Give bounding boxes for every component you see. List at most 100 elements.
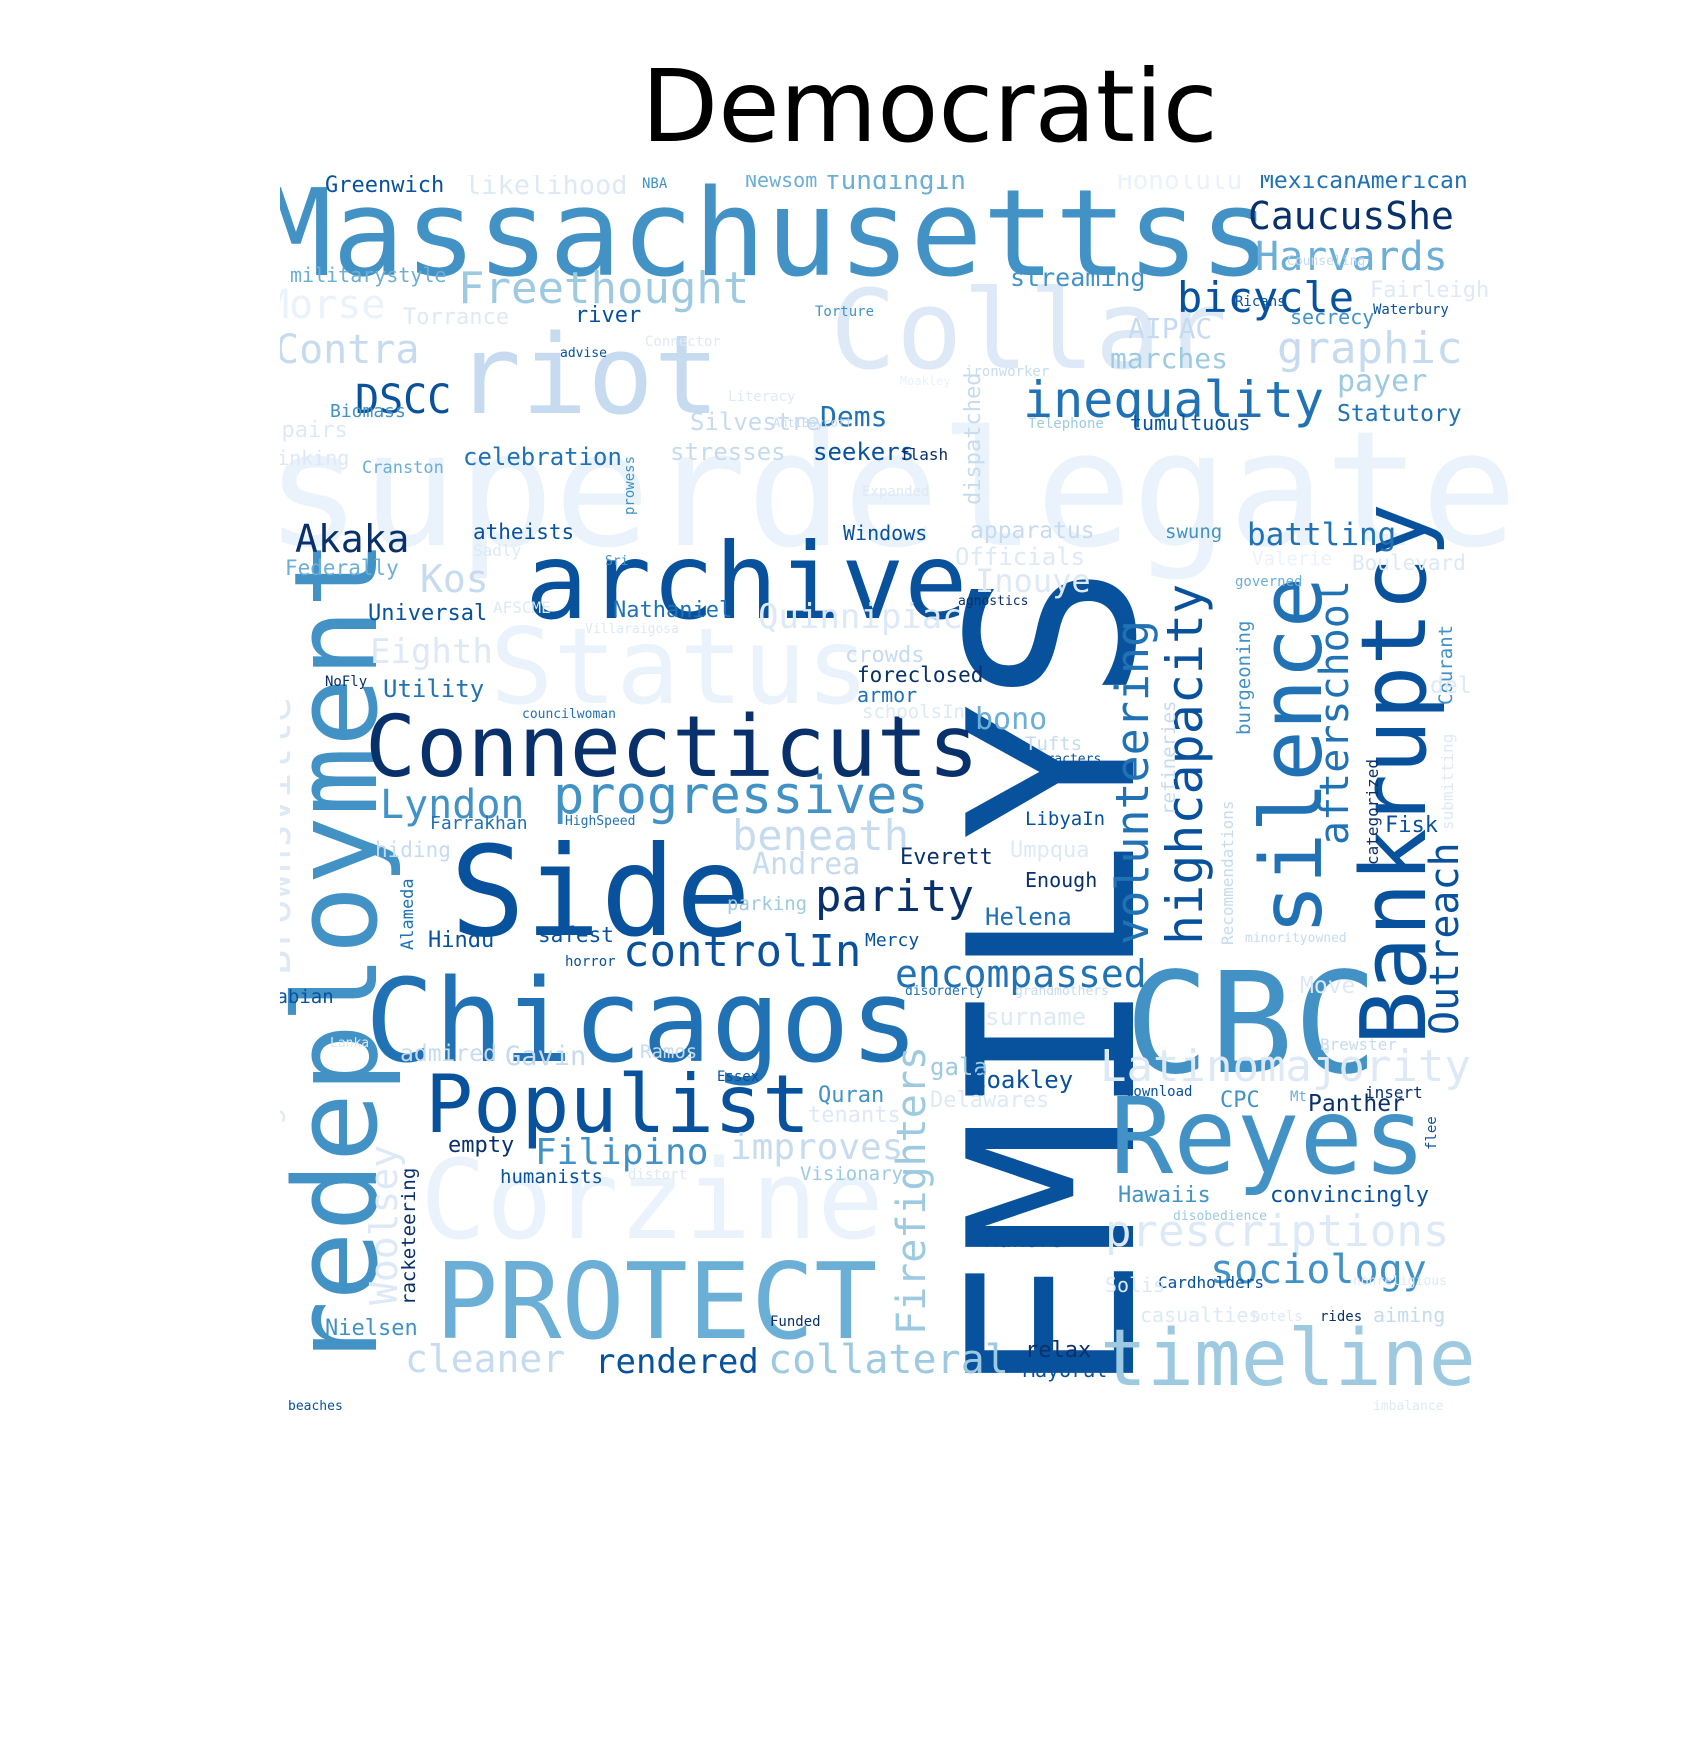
word: Hawaiis: [1118, 1183, 1211, 1208]
word: aiming: [1373, 1303, 1446, 1327]
word: Fairleigh: [1370, 278, 1490, 303]
word: Nathaniel: [613, 598, 733, 623]
word: river: [575, 303, 642, 328]
word: disorderly: [905, 984, 984, 999]
word: Literacy: [728, 389, 796, 405]
word: Honolulu: [1117, 175, 1243, 196]
word: flee: [1424, 1116, 1440, 1150]
word: Mayoral: [1023, 1358, 1108, 1382]
word: inequality: [1023, 371, 1325, 429]
word: Universal: [368, 601, 488, 626]
word: Outreach: [1422, 842, 1468, 1035]
word: crowds: [845, 643, 925, 668]
word: hiding: [375, 838, 451, 862]
word: Connector: [645, 334, 721, 350]
word: empty: [448, 1133, 515, 1158]
word: superdelegate: [280, 396, 1518, 583]
word: Boulevard: [1352, 551, 1466, 575]
word: Move: [1300, 973, 1356, 999]
word: Quran: [818, 1083, 885, 1108]
word: convincingly: [1270, 1183, 1429, 1208]
word: casualties: [1140, 1303, 1261, 1327]
word: AntiBoycott: [773, 416, 853, 430]
word: Harvards: [1255, 234, 1448, 280]
word: Massachusettss: [280, 175, 1272, 304]
word: tenants: [808, 1103, 901, 1128]
word: Helena: [985, 903, 1072, 931]
word: Populist: [425, 1058, 811, 1151]
word: Mt: [1290, 1089, 1307, 1105]
word: Fisk: [1385, 813, 1438, 838]
word: stresses: [670, 438, 786, 466]
word: Biomass: [330, 401, 406, 422]
word: insert: [1365, 1083, 1423, 1102]
word: Nielsen: [325, 1316, 418, 1341]
word: rides: [1320, 1309, 1363, 1325]
word: Moakley: [900, 374, 951, 388]
word: agnostics: [958, 594, 1029, 609]
word: Morse: [280, 282, 386, 328]
word: cleaner: [405, 1337, 566, 1381]
word: Expanded: [862, 484, 930, 500]
word: riot: [455, 311, 720, 439]
word: swung: [1165, 521, 1223, 543]
word: Panther: [1308, 1091, 1405, 1117]
word: Farrakhan: [430, 813, 528, 834]
word: Kos: [420, 557, 489, 601]
word: improves: [730, 1127, 904, 1168]
word: repairs: [280, 418, 348, 443]
word: Windows: [843, 521, 928, 545]
word: Freethought: [458, 263, 750, 314]
word: Filipino: [535, 1132, 709, 1173]
word: fundingIn: [825, 175, 966, 196]
word: Firefighters: [889, 1046, 935, 1335]
word: Corzine: [420, 1136, 884, 1264]
word: minorityowned: [1245, 931, 1347, 946]
word: admired: [400, 1041, 497, 1067]
word: archive: [525, 521, 968, 643]
word: progressives: [553, 766, 929, 826]
word: Ricans: [1235, 294, 1286, 310]
word: AIPAC: [1128, 312, 1213, 345]
word: Telephone: [1028, 416, 1104, 432]
word: burgeoning: [1233, 620, 1255, 735]
word: humanists: [500, 1166, 603, 1188]
word: afterschool: [1312, 580, 1358, 845]
word: Recommendations: [1218, 800, 1237, 946]
word: Brewster: [1320, 1035, 1398, 1054]
word: Side: [450, 820, 752, 965]
word: CPC: [1220, 1088, 1260, 1113]
word: secrecy: [1290, 305, 1375, 329]
word: advise: [560, 346, 607, 361]
word: Quinnipiac: [758, 597, 963, 637]
word: Hindu: [428, 928, 495, 953]
word: Reyes: [1110, 1076, 1427, 1198]
word: Alameda: [398, 878, 418, 950]
word: Inouye: [975, 562, 1091, 600]
word: grandmothers: [1015, 984, 1109, 999]
word: Status: [490, 606, 870, 728]
word: refineries: [1158, 700, 1180, 815]
word: imbalance: [1373, 1399, 1444, 1414]
word: horror: [565, 954, 616, 970]
word: Greenwich: [325, 175, 445, 198]
word: beaches: [288, 1399, 343, 1414]
word: apparatus: [970, 518, 1095, 544]
word: encompassed: [895, 952, 1147, 996]
word: battling: [1247, 517, 1397, 553]
word: Everett: [900, 845, 993, 870]
word: racketeering: [398, 1167, 420, 1305]
word: distort: [628, 1167, 688, 1183]
word: prowess: [622, 455, 638, 515]
word: beneath: [732, 811, 910, 860]
word: atheists: [473, 520, 575, 544]
word: submitting: [1438, 733, 1457, 830]
word: generic: [280, 1002, 286, 1125]
word: tumultuous: [1130, 411, 1251, 435]
word: payer: [1337, 364, 1428, 399]
word: likelihood: [465, 175, 628, 201]
word-cloud: Massachusettss superdelegate Collar riot…: [280, 175, 1640, 1555]
word: safest: [538, 923, 614, 947]
word: armor: [857, 683, 918, 707]
word: Cranston: [362, 458, 444, 478]
